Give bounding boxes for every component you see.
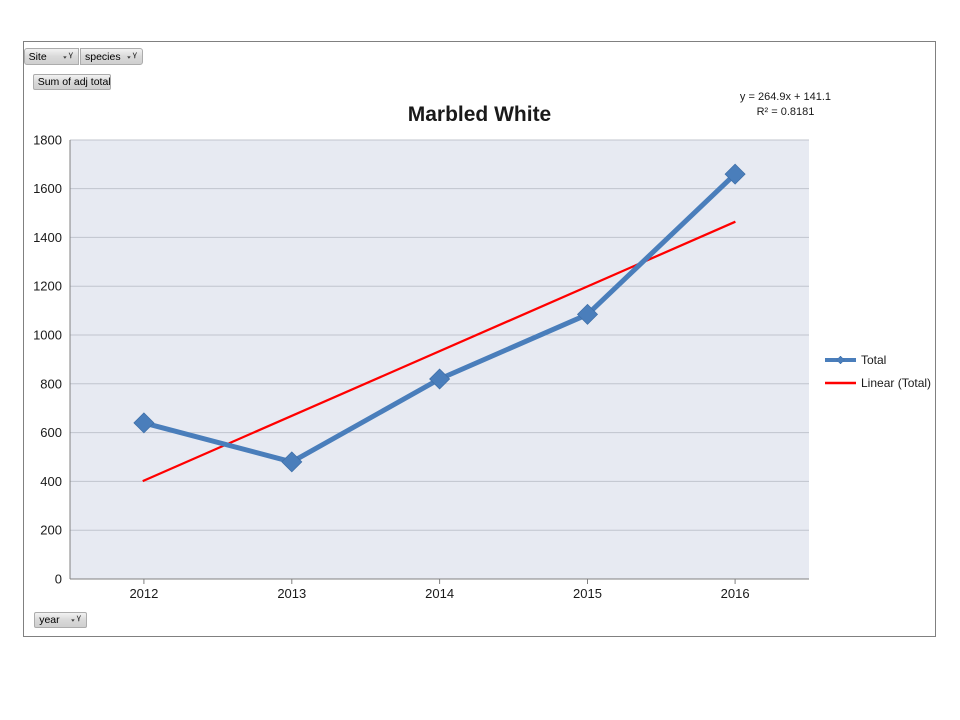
svg-text:0: 0 <box>55 572 62 587</box>
svg-text:400: 400 <box>40 474 62 489</box>
svg-text:2016: 2016 <box>721 586 750 601</box>
svg-text:2012: 2012 <box>129 586 158 601</box>
svg-text:800: 800 <box>40 376 62 391</box>
svg-text:200: 200 <box>40 523 62 538</box>
svg-text:1000: 1000 <box>33 328 62 343</box>
svg-text:2015: 2015 <box>573 586 602 601</box>
svg-text:2013: 2013 <box>277 586 306 601</box>
svg-text:1400: 1400 <box>33 230 62 245</box>
svg-text:1200: 1200 <box>33 279 62 294</box>
svg-text:1600: 1600 <box>33 181 62 196</box>
svg-text:600: 600 <box>40 425 62 440</box>
svg-text:2014: 2014 <box>425 586 454 601</box>
svg-text:1800: 1800 <box>33 133 62 148</box>
